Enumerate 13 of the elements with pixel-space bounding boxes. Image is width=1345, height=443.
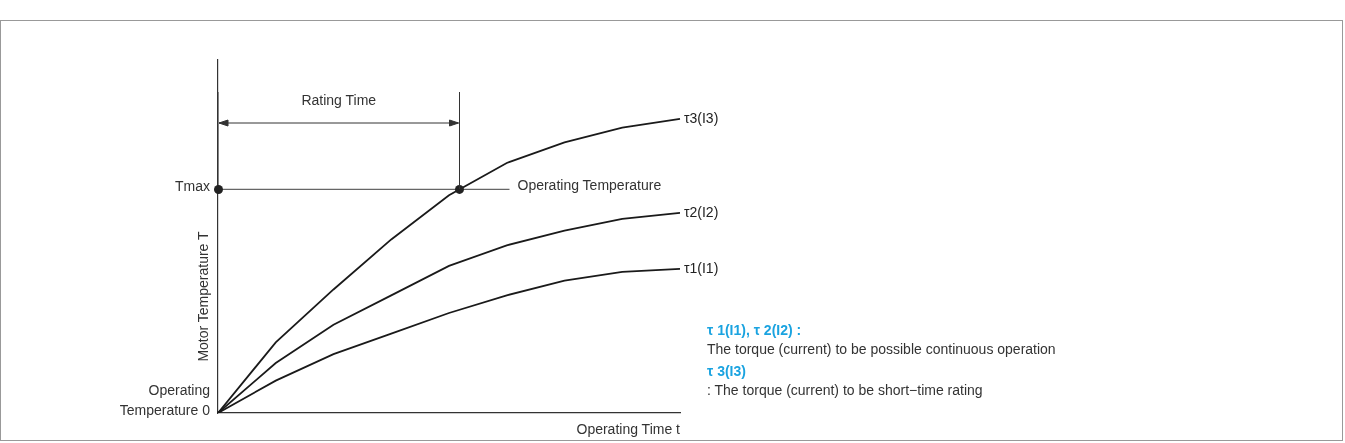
series-label: τ1(I1) [684, 259, 719, 276]
text: τ 1(I1), τ 2(I2) : [707, 321, 803, 340]
series-label: τ3(I3) [684, 109, 719, 126]
text: The torque (current) to be possible continuous operation [707, 340, 1056, 359]
text: : The torque (current) to be short−time rating [707, 381, 984, 400]
y-axis-title: Motor Temperature T [194, 230, 211, 362]
text: Operating Temperature 0 [119, 381, 211, 418]
text: τ 3(I3) [707, 362, 747, 381]
series-label: τ2(I2) [684, 203, 719, 220]
annotation: Operating Temperature [517, 177, 662, 194]
x-axis-title: Operating Time t [576, 420, 681, 437]
ref-line-label: Tmax [175, 178, 210, 195]
text: Rating Time [301, 91, 377, 108]
